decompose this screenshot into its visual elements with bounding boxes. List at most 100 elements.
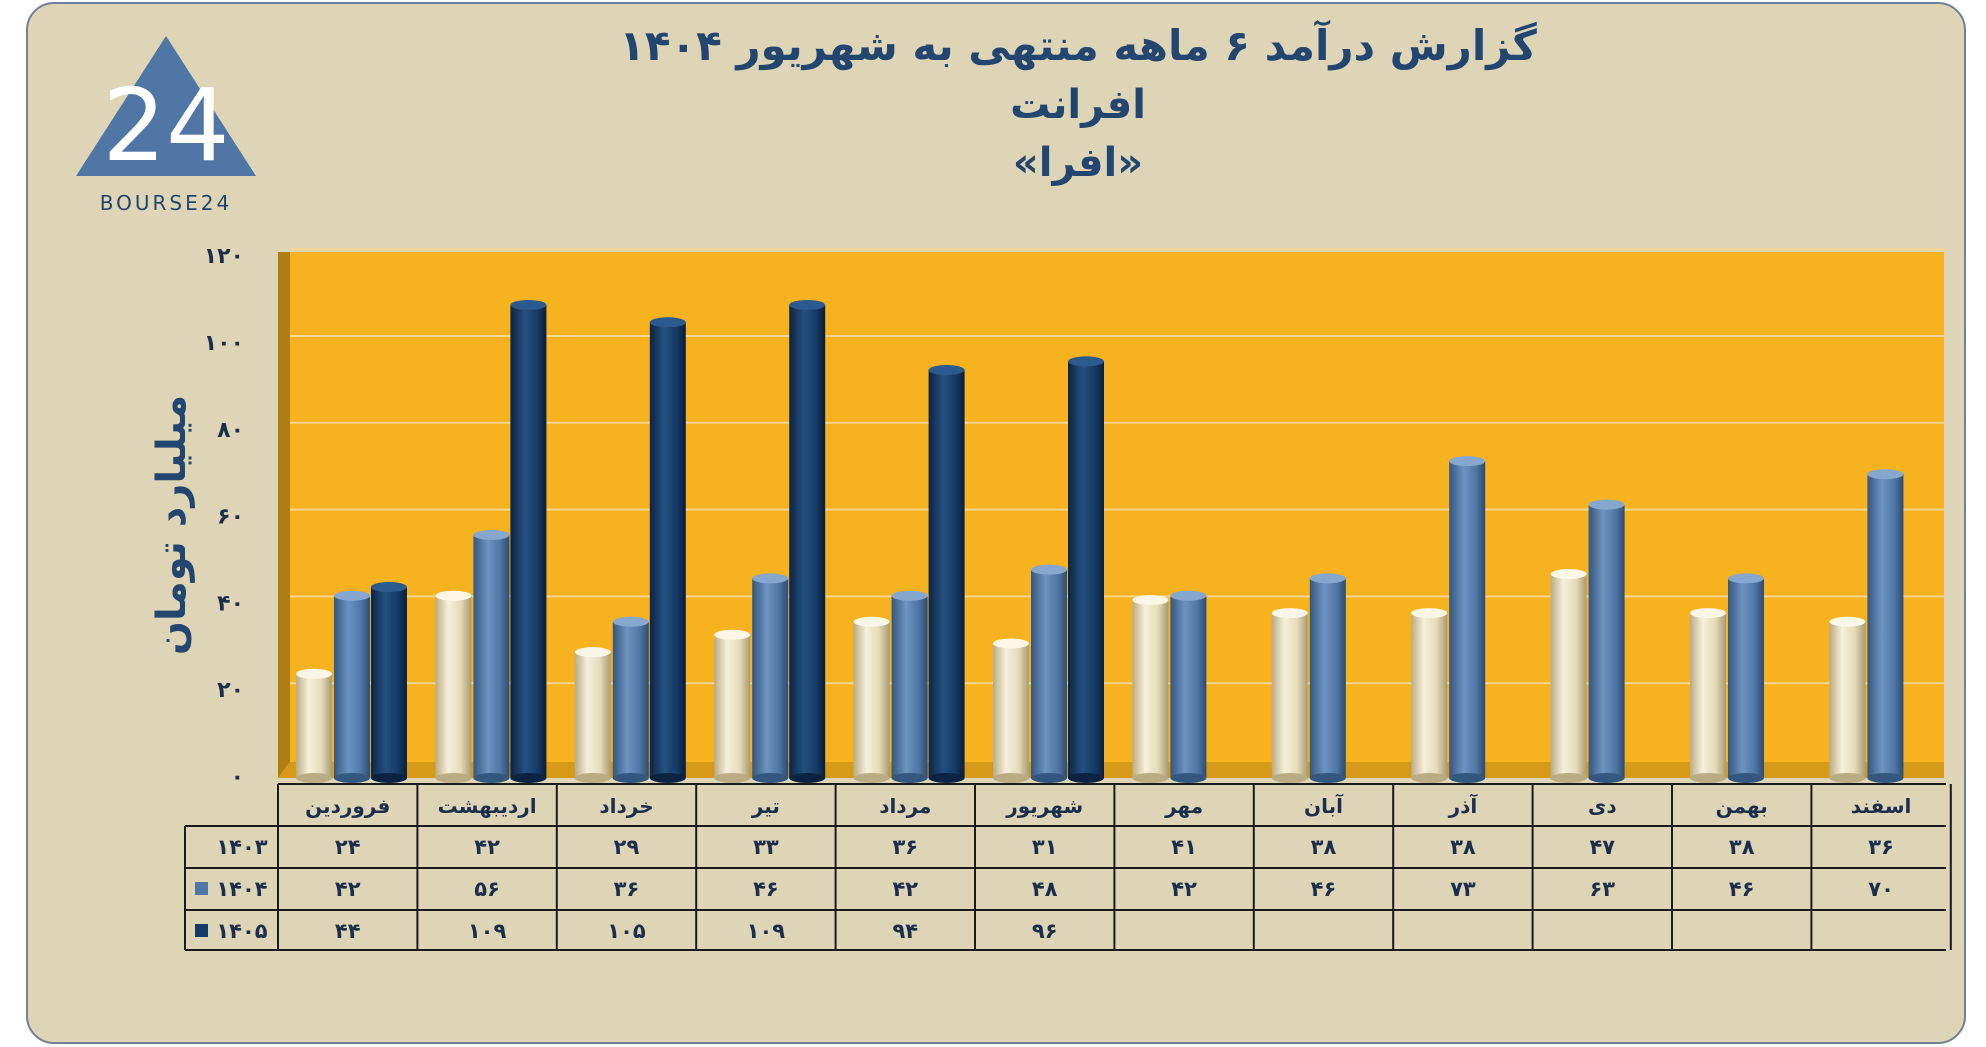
legend-swatch (195, 882, 208, 895)
bar (371, 582, 407, 783)
bar-base (574, 773, 611, 783)
bar (1309, 573, 1346, 783)
data-label: ۱۰۹ (468, 919, 507, 943)
bar-body (1271, 613, 1308, 778)
bar (1132, 595, 1169, 783)
bars (296, 299, 1904, 783)
bar-body (649, 322, 686, 778)
plot-floor (278, 762, 1944, 778)
data-label: ۹۶ (1032, 919, 1058, 943)
bar-body (1132, 600, 1169, 778)
bar-cap (1829, 616, 1866, 627)
x-tick-label: مهر (1164, 794, 1203, 818)
data-label: ۳۸ (1729, 835, 1755, 859)
bar-body (574, 652, 611, 778)
bar-body (371, 587, 407, 778)
logo-mark: 24 (102, 67, 229, 184)
data-label: ۴۴ (335, 919, 361, 943)
bar-cap (1132, 595, 1169, 606)
bar-base (1829, 773, 1866, 783)
data-label: ۴۶ (753, 877, 779, 901)
bar (1728, 573, 1764, 783)
data-label: ۹۴ (892, 919, 918, 943)
data-label: ۶۳ (1589, 877, 1615, 901)
bar (928, 365, 965, 783)
bar-body (1728, 578, 1764, 778)
bar (1271, 608, 1308, 783)
bar-base (1271, 773, 1308, 783)
bar-cap (1550, 569, 1587, 580)
bar-cap (1588, 499, 1625, 510)
bar-cap (752, 573, 789, 584)
bar-base (296, 773, 332, 783)
bar-body (1867, 474, 1904, 778)
data-label: ۴۲ (892, 877, 918, 901)
bar-cap (334, 590, 370, 601)
bar-base (1411, 773, 1448, 783)
y-axis-ticks: ۰ ۲۰ ۴۰ ۶۰ ۸۰ ۱۰۰ ۱۲۰ (204, 244, 244, 790)
bar-cap (1867, 469, 1904, 480)
bar-cap (371, 582, 407, 593)
bar-base (1132, 773, 1169, 783)
bar-base (1170, 773, 1207, 783)
bar (1411, 608, 1448, 783)
bourse24-logo: 24 BOURSE24 (76, 36, 256, 215)
x-tick-label: مرداد (879, 794, 931, 818)
bar (334, 590, 370, 783)
bar (714, 629, 751, 783)
plot-side-wall (278, 252, 290, 778)
data-label: ۲۴ (335, 835, 361, 859)
bar-cap (1690, 608, 1726, 619)
x-tick-label: فروردین (305, 794, 390, 818)
data-label: ۱۰۵ (607, 919, 646, 943)
bar (574, 647, 611, 783)
bar-base (1867, 773, 1904, 783)
bar-cap (473, 529, 510, 540)
bar-body (334, 595, 370, 778)
bar-base (928, 773, 965, 783)
data-label: ۴۸ (1032, 877, 1058, 901)
data-label: ۵۶ (474, 877, 500, 901)
bar-base (1449, 773, 1486, 783)
bar (473, 529, 510, 783)
chart-ticker: «افرا» (1013, 140, 1143, 186)
data-label: ۴۲ (1171, 877, 1197, 901)
bar-base (510, 773, 547, 783)
bar-base (1690, 773, 1726, 783)
data-label: ۳۶ (892, 835, 918, 859)
bar-cap (1309, 573, 1346, 584)
bar-body (714, 634, 751, 778)
bar (853, 616, 890, 783)
bar-base (752, 773, 789, 783)
bar (1690, 608, 1726, 783)
legend-label: ۱۴۰۵ (216, 919, 267, 943)
y-tick-label: ۱۲۰ (204, 244, 244, 269)
bar-body (928, 370, 965, 778)
bar-cap (649, 317, 686, 328)
bar-base (789, 773, 826, 783)
bar-cap (1411, 608, 1448, 619)
bar (1829, 616, 1866, 783)
chart-subtitle: افرانت (1010, 82, 1146, 128)
bar (1068, 356, 1104, 783)
data-label: ۱۰۹ (747, 919, 786, 943)
bar-body (612, 621, 649, 778)
data-label: ۳۳ (753, 835, 779, 859)
data-label: ۳۶ (614, 877, 640, 901)
bar-body (296, 673, 332, 778)
bar-body (1690, 613, 1726, 778)
bar-cap (789, 299, 826, 310)
bar-base (473, 773, 510, 783)
y-tick-label: ۴۰ (217, 591, 244, 616)
data-label: ۴۶ (1311, 877, 1337, 901)
data-table: فروردین اردیبهشت خرداد تیر مرداد شهریور مهر آبا… (184, 783, 1952, 951)
bar-base (649, 773, 686, 783)
bar-base (435, 773, 472, 783)
bar-body (789, 304, 826, 778)
y-tick-label: ۶۰ (217, 505, 244, 530)
y-tick-label: ۰ (231, 765, 244, 790)
bar-base (1068, 773, 1104, 783)
bar (435, 590, 472, 783)
bar-body (1031, 569, 1067, 778)
bar-cap (714, 629, 751, 640)
